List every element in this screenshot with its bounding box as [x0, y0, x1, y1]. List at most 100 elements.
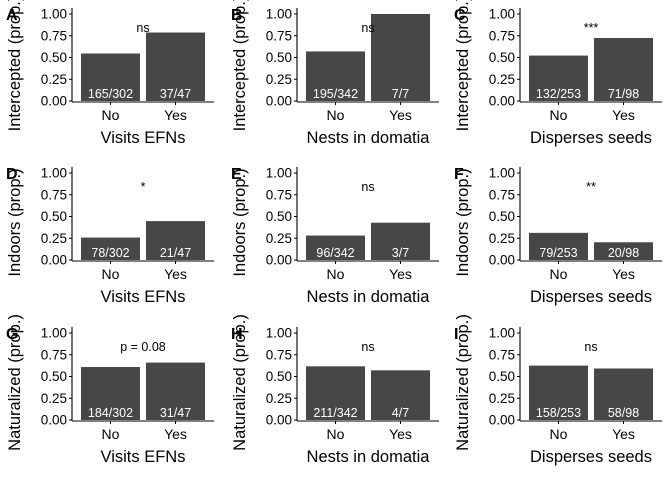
- y-tick-label: 0.50: [41, 369, 67, 384]
- bar-yes: [146, 362, 205, 420]
- y-tick-label: 0.25: [41, 72, 67, 87]
- y-tick-label: 0.00: [489, 413, 515, 428]
- y-tick-label: 0.25: [41, 231, 67, 246]
- x-tick-label: Yes: [612, 266, 635, 282]
- y-tick-label: 1.00: [266, 326, 292, 341]
- bar-no: [529, 55, 588, 101]
- y-tick-label: 0.25: [266, 391, 292, 406]
- x-axis-title: Disperses seeds: [530, 448, 652, 466]
- y-tick-label: 0.75: [266, 347, 292, 362]
- y-tick-label: 1.00: [266, 7, 292, 22]
- significance-label: p = 0.08: [120, 340, 166, 354]
- x-tick-label: No: [327, 426, 345, 442]
- y-tick-label: 1.00: [41, 326, 67, 341]
- y-tick-label: 1.00: [489, 166, 515, 181]
- x-tick-label: Yes: [612, 426, 635, 442]
- bar-count-label: 78/302: [91, 246, 129, 260]
- significance-label: ns: [361, 21, 374, 35]
- y-axis-title: Indoors (prop.): [454, 168, 472, 276]
- y-tick-label: 0.50: [489, 209, 515, 224]
- bar-count-label: 79/253: [539, 246, 577, 260]
- y-tick-label: 0.00: [489, 253, 515, 268]
- y-tick-label: 0.50: [266, 50, 292, 65]
- significance-label: ns: [136, 21, 149, 35]
- y-tick-label: 1.00: [41, 166, 67, 181]
- bar-count-label: 158/253: [536, 406, 581, 420]
- bar-no: [81, 237, 140, 260]
- x-tick-label: No: [327, 107, 345, 123]
- significance-label: ns: [584, 340, 597, 354]
- x-axis-title: Visits EFNs: [101, 129, 186, 147]
- y-tick-label: 0.75: [41, 347, 67, 362]
- y-axis-title: Naturalized (prop.): [6, 314, 24, 451]
- y-axis-title: Intercepted (prop.): [6, 0, 24, 131]
- y-tick-label: 0.50: [489, 50, 515, 65]
- bar-count-label: 184/302: [88, 406, 133, 420]
- x-axis-title: Disperses seeds: [530, 129, 652, 147]
- bar-no: [81, 53, 140, 101]
- panel-e: 96/342 No 3/7 Yes 0.00 0.25 0.50 0.75 1.00 Nests …: [231, 166, 439, 306]
- y-tick-label: 1.00: [41, 7, 67, 22]
- bar-count-label: 21/47: [160, 246, 191, 260]
- bar-no: [529, 365, 588, 420]
- panel-letter: C: [454, 7, 466, 24]
- bar-count-label: 195/342: [313, 87, 358, 101]
- bar-count-label: 3/7: [392, 246, 409, 260]
- x-tick-label: No: [102, 426, 120, 442]
- significance-label: **: [586, 180, 596, 194]
- bar-count-label: 37/47: [160, 87, 191, 101]
- bar-count-label: 211/342: [313, 406, 357, 420]
- y-tick-label: 0.75: [489, 187, 515, 202]
- x-tick-label: No: [550, 426, 568, 442]
- y-tick-label: 0.25: [489, 72, 515, 87]
- y-tick-label: 0.75: [489, 28, 515, 43]
- y-tick-label: 0.75: [41, 187, 67, 202]
- bar-no: [529, 232, 588, 260]
- y-tick-label: 1.00: [489, 7, 515, 22]
- significance-label: ns: [361, 180, 374, 194]
- x-tick-label: No: [102, 266, 120, 282]
- y-tick-label: 0.00: [489, 94, 515, 109]
- panel-a: 165/302 No 37/47 Yes 0.00 0.25 0.50 0.75 1.00 Vis…: [6, 0, 214, 147]
- bar-yes: [594, 368, 653, 420]
- x-axis-title: Visits EFNs: [101, 288, 186, 306]
- bar-count-label: 132/253: [536, 87, 581, 101]
- y-tick-label: 0.00: [41, 413, 67, 428]
- y-tick-label: 1.00: [266, 166, 292, 181]
- panel-letter: D: [6, 166, 18, 183]
- y-axis-title: Indoors (prop.): [231, 168, 249, 276]
- y-tick-label: 0.25: [41, 391, 67, 406]
- significance-label: ns: [361, 340, 374, 354]
- panel-b: 195/342 No 7/7 Yes 0.00 0.25 0.50 0.75 1.00 Nests…: [231, 0, 439, 147]
- y-tick-label: 0.00: [266, 413, 292, 428]
- x-tick-label: Yes: [164, 107, 187, 123]
- y-tick-label: 0.75: [41, 28, 67, 43]
- panel-letter: E: [231, 166, 242, 183]
- bar-count-label: 7/7: [392, 87, 409, 101]
- y-axis-title: Naturalized (prop.): [454, 314, 472, 451]
- y-axis-title: Indoors (prop.): [6, 168, 24, 276]
- bar-yes: [594, 242, 653, 260]
- bar-no: [306, 235, 365, 260]
- x-tick-label: Yes: [612, 107, 635, 123]
- panel-letter: F: [454, 166, 464, 183]
- panel-letter: I: [454, 326, 458, 343]
- significance-label: *: [141, 180, 146, 194]
- panel-f: 79/253 No 20/98 Yes 0.00 0.25 0.50 0.75 1.00 Disp…: [454, 166, 662, 306]
- x-tick-label: Yes: [164, 266, 187, 282]
- bar-no: [306, 366, 365, 420]
- y-tick-label: 0.00: [41, 94, 67, 109]
- x-axis-title: Nests in domatia: [307, 129, 431, 147]
- panel-g: 184/302 No 31/47 Yes 0.00 0.25 0.50 0.75 1.00 Vis…: [6, 314, 214, 466]
- y-tick-label: 0.50: [266, 369, 292, 384]
- x-tick-label: No: [327, 266, 345, 282]
- panel-letter: G: [6, 326, 18, 343]
- y-tick-label: 0.50: [41, 50, 67, 65]
- panel-letter: B: [231, 7, 243, 24]
- bar-count-label: 20/98: [608, 246, 639, 260]
- bar-yes: [594, 38, 653, 101]
- y-tick-label: 0.00: [266, 94, 292, 109]
- y-tick-label: 0.25: [489, 231, 515, 246]
- y-tick-label: 0.75: [266, 187, 292, 202]
